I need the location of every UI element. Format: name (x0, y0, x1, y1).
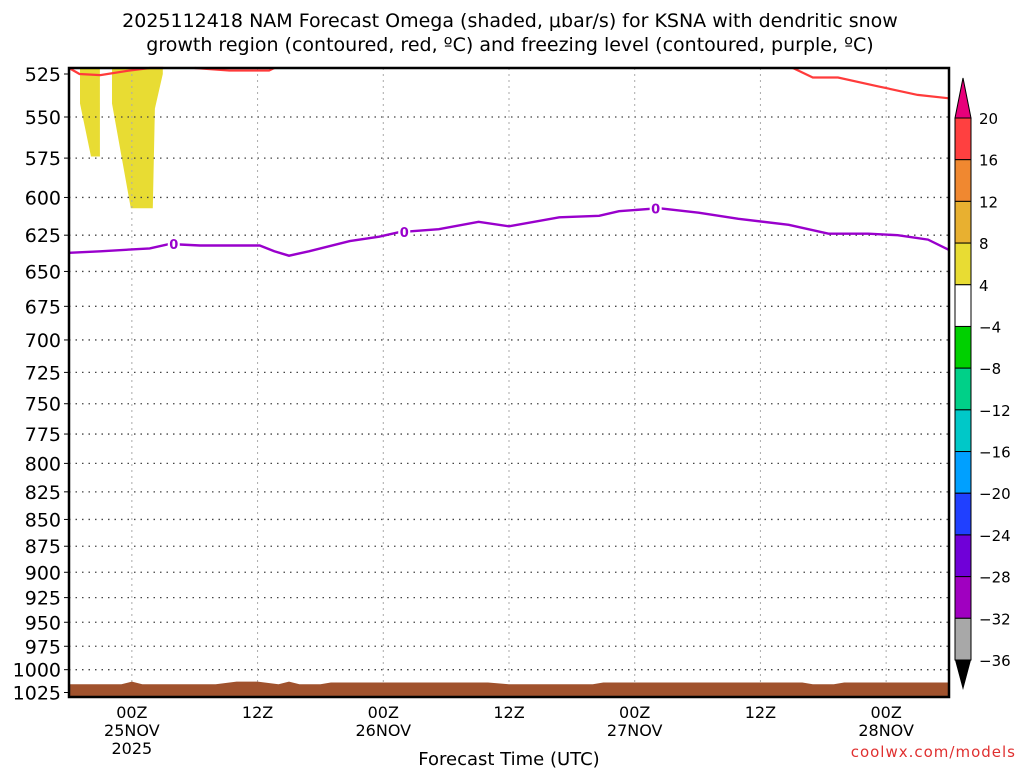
plot-frame (67, 66, 951, 699)
colorbar-swatch (954, 367, 972, 411)
y-tick-label: 775 (25, 424, 61, 446)
colorbar-swatch (954, 200, 972, 244)
omega-shaded-region (112, 68, 163, 209)
y-tick-label: 625 (25, 225, 61, 247)
x-tick-label: 12Z (745, 703, 776, 722)
freezing-level-line (68, 206, 950, 257)
x-tick-label: 00Z (619, 703, 650, 722)
y-tick-label: 725 (25, 362, 61, 384)
colorbar-label: −20 (979, 485, 1011, 503)
freezing-contour-label: 0 (400, 226, 409, 241)
x-tick-label: 28NOV (858, 721, 914, 740)
colorbar-swatch (954, 159, 972, 202)
colorbar-swatch (954, 534, 972, 578)
y-tick-label: 925 (25, 588, 61, 610)
colorbar-bottom-arrow (955, 660, 971, 690)
title-line-1: 2025112418 NAM Forecast Omega (shaded, μ… (122, 10, 898, 32)
colorbar-label: −24 (979, 527, 1011, 545)
plot-area: 525 550 575 600 625 650 675 700 725 750 775 800 825 8… (13, 64, 951, 758)
y-tick-label: 550 (25, 107, 61, 129)
y-tick-label: 850 (25, 509, 61, 531)
freezing-contour-label: 0 (651, 202, 660, 217)
colorbar-label: 4 (979, 277, 989, 295)
contour-label-bg (167, 236, 180, 253)
colorbar-swatch (954, 576, 972, 619)
y-tick-label: 875 (25, 536, 61, 558)
y-tick-label: 800 (25, 453, 61, 475)
colorbar-swatch (954, 325, 972, 369)
colorbar-swatch (954, 117, 972, 161)
colorbar-swatch (954, 451, 972, 494)
omega-shaded-region (80, 68, 100, 157)
y-tick-label: 675 (25, 296, 61, 318)
y-tick-label: 575 (25, 148, 61, 170)
colorbar-label: −28 (979, 569, 1011, 587)
y-tick-label: 1000 (13, 660, 61, 682)
contour-label-bg (649, 200, 662, 217)
x-tick-label: 26NOV (355, 721, 411, 740)
title-line-2: growth region (contoured, red, ºC) and f… (146, 34, 873, 56)
colorbar-label: −36 (979, 652, 1011, 670)
colorbar-label: 16 (979, 152, 998, 170)
y-tick-label: 650 (25, 261, 61, 283)
x-tick-label: 12Z (493, 703, 524, 722)
y-tick-label: 600 (25, 187, 61, 209)
colorbar-label: −4 (979, 318, 1001, 336)
colorbar-swatch (954, 617, 972, 661)
x-tick-label: 12Z (242, 703, 273, 722)
freezing-contour-label: 0 (169, 238, 178, 253)
x-tick-label: 25NOV (104, 721, 160, 740)
y-tick-label: 1025 (13, 683, 61, 705)
y-tick-label: 950 (25, 612, 61, 634)
colorbar-swatch (954, 409, 972, 453)
colorbar-label: −16 (979, 444, 1011, 462)
colorbar-swatch (954, 492, 972, 536)
y-tick-label: 825 (25, 482, 61, 504)
y-tick-label: 750 (25, 394, 61, 416)
colorbar-label: 12 (979, 193, 998, 211)
colorbar-swatch (954, 242, 972, 286)
x-tick-label: 00Z (116, 703, 147, 722)
colorbar-label: −32 (979, 610, 1011, 628)
colorbar-top-arrow (954, 77, 972, 119)
colorbar-label: 20 (979, 110, 998, 128)
colorbar-swatch (954, 284, 972, 327)
y-tick-label: 900 (25, 562, 61, 584)
credit-text: coolwx.com/models (851, 743, 1016, 761)
x-axis-label: Forecast Time (UTC) (418, 749, 599, 768)
colorbar: 20 16 12 8 4 −4 −8 −12 −16 −20 −24 −28 −32 −36 (954, 77, 1011, 690)
surface-terrain (69, 681, 949, 697)
x-tick-label: 00Z (368, 703, 399, 722)
x-tick-label: 27NOV (607, 721, 663, 740)
x-tick-label: 2025 (111, 739, 152, 758)
contour-label-bg (398, 223, 411, 240)
colorbar-label: −8 (979, 360, 1001, 378)
colorbar-label: 8 (979, 235, 989, 253)
y-tick-label: 975 (25, 636, 61, 658)
dgz-contour-line (792, 67, 950, 100)
y-tick-label: 525 (25, 64, 61, 86)
y-tick-label: 700 (25, 330, 61, 352)
colorbar-label: −12 (979, 402, 1011, 420)
x-tick-label: 00Z (870, 703, 901, 722)
